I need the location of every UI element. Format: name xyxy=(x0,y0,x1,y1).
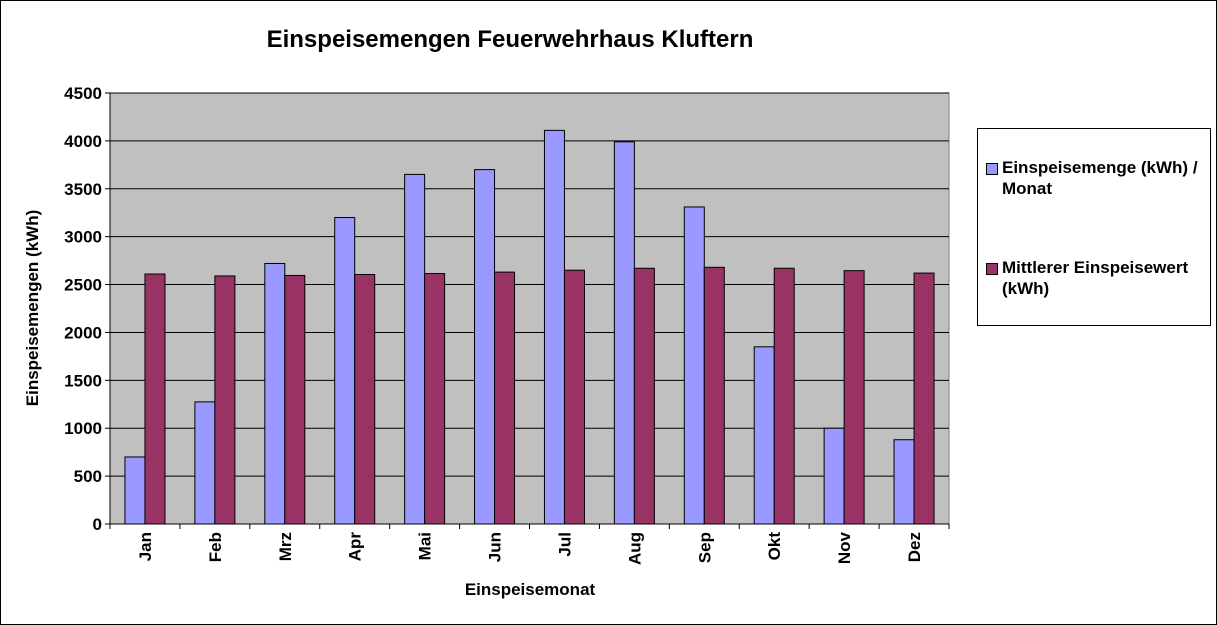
x-tick-label-apr: Apr xyxy=(346,532,365,562)
plot-area xyxy=(109,92,950,525)
bar-2-jul xyxy=(563,269,585,525)
bar-2-mai xyxy=(424,273,446,525)
y-tick-label: 500 xyxy=(74,467,102,486)
bar-1-jan xyxy=(124,456,146,525)
bar-1-nov xyxy=(823,427,845,525)
bar-2-jan xyxy=(144,273,166,525)
bar-2-aug xyxy=(633,267,655,525)
x-tick-label-okt: Okt xyxy=(765,532,784,561)
y-tick-label: 4000 xyxy=(64,132,102,151)
x-tick-label-feb: Feb xyxy=(206,532,225,562)
legend-swatch-series-2 xyxy=(986,263,998,275)
y-tick-label: 1500 xyxy=(64,371,102,390)
y-tick-label: 2500 xyxy=(64,276,102,295)
bar-1-jun xyxy=(474,169,496,525)
bar-1-feb xyxy=(194,401,216,525)
legend-entry-series-1: Einspeisemenge (kWh) / Monat xyxy=(986,157,1208,199)
bar-1-apr xyxy=(334,217,356,525)
x-tick-label-jun: Jun xyxy=(486,532,505,562)
chart-title: Einspeisemengen Feuerwehrhaus Kluftern xyxy=(266,26,754,53)
bar-2-dez xyxy=(913,272,935,525)
legend-label-series-1: Einspeisemenge (kWh) / Monat xyxy=(1002,158,1198,198)
x-tick-label-jul: Jul xyxy=(555,532,574,557)
bar-1-mrz xyxy=(264,262,286,525)
legend-label-series-2: Mittlerer Einspeisewert (kWh) xyxy=(1002,258,1189,298)
x-tick-label-mai: Mai xyxy=(416,532,435,560)
chart-legend: Einspeisemenge (kWh) / Monat Mittlerer E… xyxy=(977,128,1211,326)
y-tick-label: 3000 xyxy=(64,228,102,247)
bar-2-sep xyxy=(703,266,725,525)
x-tick-label-sep: Sep xyxy=(695,532,714,563)
bar-2-okt xyxy=(773,267,795,525)
bar-1-dez xyxy=(893,439,915,525)
y-tick-label: 3500 xyxy=(64,180,102,199)
x-tick-label-nov: Nov xyxy=(835,531,854,564)
bar-1-jul xyxy=(543,129,565,525)
x-tick-label-mrz: Mrz xyxy=(276,532,295,561)
bar-2-jun xyxy=(494,271,516,525)
x-tick-label-aug: Aug xyxy=(625,532,644,565)
y-axis-label: Einspeisemengen (kWh) xyxy=(23,209,42,407)
legend-entry-series-2: Mittlerer Einspeisewert (kWh) xyxy=(986,257,1208,299)
bar-2-mrz xyxy=(284,274,306,525)
bar-2-apr xyxy=(354,273,376,525)
bar-2-nov xyxy=(843,270,865,525)
y-tick-label: 0 xyxy=(93,515,102,534)
bar-1-aug xyxy=(613,141,635,525)
x-tick-label-jan: Jan xyxy=(136,532,155,561)
x-tick-label-dez: Dez xyxy=(905,532,924,562)
bar-1-okt xyxy=(753,346,775,525)
y-tick-label: 4500 xyxy=(64,84,102,103)
y-tick-label: 1000 xyxy=(64,419,102,438)
legend-swatch-series-1 xyxy=(986,163,998,175)
y-tick-label: 2000 xyxy=(64,323,102,342)
x-axis-label: Einspeisemonat xyxy=(464,580,596,599)
bar-1-sep xyxy=(683,206,705,525)
bar-2-feb xyxy=(214,275,236,525)
bar-1-mai xyxy=(404,173,426,525)
